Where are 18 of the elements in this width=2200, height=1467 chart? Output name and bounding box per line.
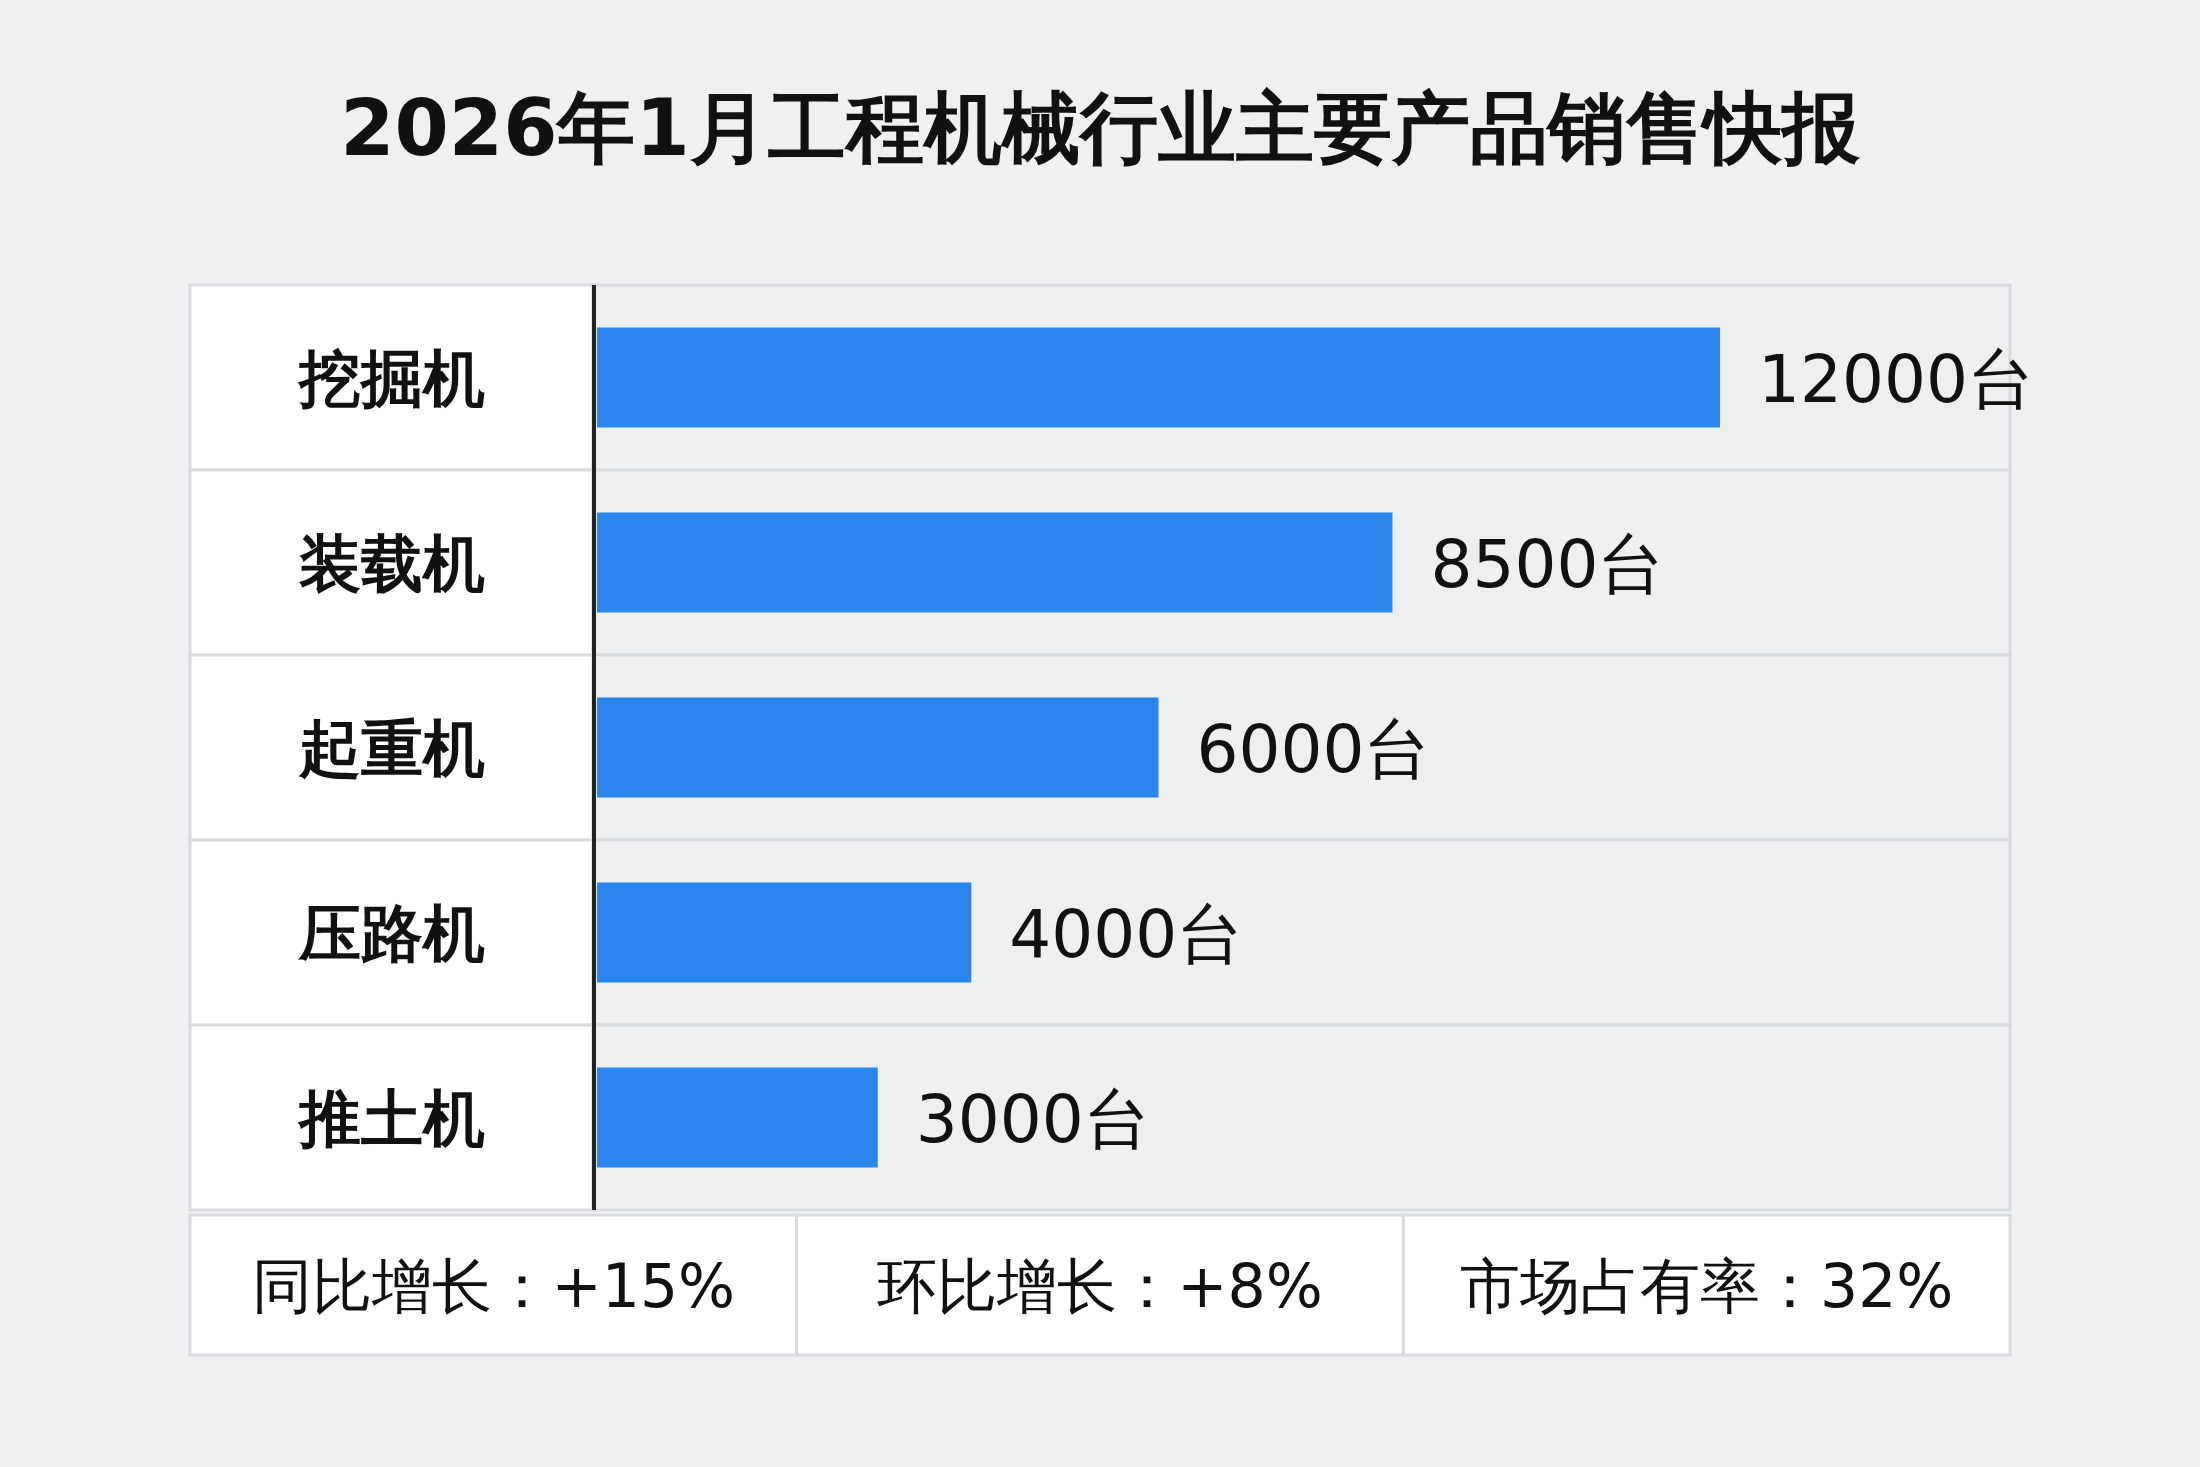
y-tick-label: 挖掘机 xyxy=(296,341,485,415)
data-label: 8500台 xyxy=(1430,525,1665,603)
data-label: 4000台 xyxy=(1009,895,1244,973)
data-label: 3000台 xyxy=(915,1080,1150,1158)
bar xyxy=(597,1067,878,1168)
data-label: 6000台 xyxy=(1196,710,1431,788)
y-tick-label: 推土机 xyxy=(296,1081,485,1155)
y-tick-label: 压路机 xyxy=(296,896,485,970)
y-tick-label: 起重机 xyxy=(297,711,485,785)
data-label: 12000台 xyxy=(1758,340,2034,418)
text: 环比增长：+8% xyxy=(877,1251,1323,1321)
text: 市场占有率：32% xyxy=(1459,1251,1954,1321)
bar xyxy=(597,882,972,983)
bar xyxy=(597,697,1159,798)
y-tick-label: 装载机 xyxy=(298,526,485,600)
bar xyxy=(597,512,1393,613)
text: 同比增长：+15% xyxy=(251,1251,736,1321)
chart-title: 2026年1月工程机械行业主要产品销售快报 xyxy=(340,83,1861,173)
